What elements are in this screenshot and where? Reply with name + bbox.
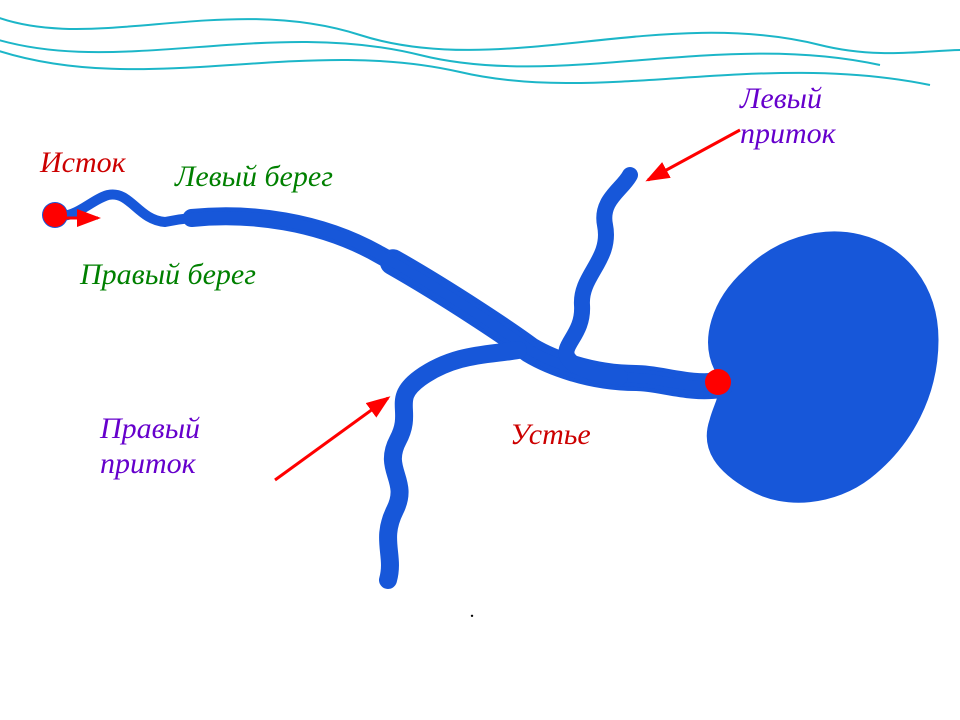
arrow-left-tributary — [648, 130, 740, 180]
label-mouth: Устье — [510, 418, 591, 453]
source-marker — [43, 203, 67, 227]
mouth-marker — [705, 369, 731, 395]
river-left-tributary — [566, 175, 630, 377]
decor-waves — [0, 10, 960, 85]
arrow-right-tributary — [275, 398, 388, 480]
label-dot: . — [470, 600, 475, 623]
label-left-trib: Левый приток — [740, 82, 836, 151]
label-source: Исток — [40, 146, 126, 181]
label-right-trib: Правый приток — [100, 412, 200, 481]
diagram-stage: Исток Левый берег Правый берег Левый при… — [0, 0, 960, 720]
lake — [707, 232, 938, 502]
wave-1 — [0, 10, 960, 55]
label-right-bank: Правый берег — [80, 258, 256, 293]
river-right-tributary — [388, 350, 518, 580]
label-left-bank: Левый берег — [175, 160, 333, 195]
